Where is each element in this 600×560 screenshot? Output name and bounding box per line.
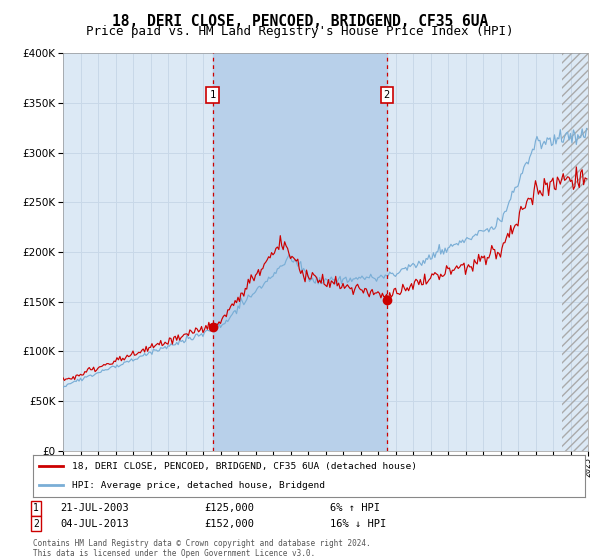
Text: 04-JUL-2013: 04-JUL-2013: [60, 519, 129, 529]
Text: 1: 1: [33, 503, 39, 514]
Text: 16% ↓ HPI: 16% ↓ HPI: [330, 519, 386, 529]
Text: Price paid vs. HM Land Registry's House Price Index (HPI): Price paid vs. HM Land Registry's House …: [86, 25, 514, 38]
Bar: [562, 53, 588, 451]
Text: Contains HM Land Registry data © Crown copyright and database right 2024.
This d: Contains HM Land Registry data © Crown c…: [33, 539, 371, 558]
Text: 21-JUL-2003: 21-JUL-2003: [60, 503, 129, 514]
Text: 18, DERI CLOSE, PENCOED, BRIDGEND, CF35 6UA: 18, DERI CLOSE, PENCOED, BRIDGEND, CF35 …: [112, 14, 488, 29]
Bar: [212, 53, 387, 451]
Text: 2: 2: [383, 90, 390, 100]
Text: 1: 1: [209, 90, 216, 100]
Text: 6% ↑ HPI: 6% ↑ HPI: [330, 503, 380, 514]
Text: £125,000: £125,000: [204, 503, 254, 514]
Text: 18, DERI CLOSE, PENCOED, BRIDGEND, CF35 6UA (detached house): 18, DERI CLOSE, PENCOED, BRIDGEND, CF35 …: [71, 461, 416, 470]
Text: HPI: Average price, detached house, Bridgend: HPI: Average price, detached house, Brid…: [71, 481, 325, 490]
Text: £152,000: £152,000: [204, 519, 254, 529]
Text: 2: 2: [33, 519, 39, 529]
